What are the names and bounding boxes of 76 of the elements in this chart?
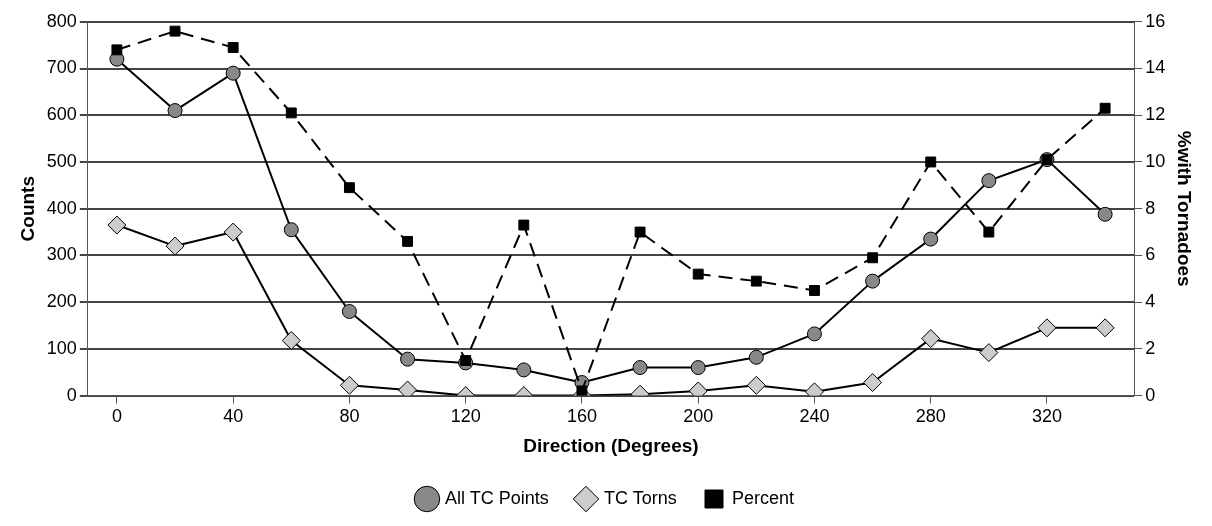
y-tick-label: 100: [46, 337, 77, 358]
point: [516, 362, 532, 378]
point: [809, 285, 820, 296]
y-tick-label: 0: [66, 384, 77, 405]
point: [460, 355, 472, 367]
point: [981, 173, 997, 189]
x-tick-label: 0: [111, 406, 122, 427]
point: [806, 326, 822, 342]
point: [107, 215, 127, 235]
point: [225, 65, 241, 81]
y2-tick-label: 10: [1145, 150, 1166, 171]
point: [634, 226, 646, 238]
x-tick-label: 280: [915, 406, 946, 427]
point: [690, 360, 706, 376]
point: [283, 222, 299, 238]
point: [867, 252, 879, 264]
point: [865, 273, 881, 289]
y2-tick-label: 0: [1145, 384, 1156, 405]
x-tick-label: 160: [566, 406, 597, 427]
point: [1097, 206, 1113, 222]
y2-tick-label: 4: [1145, 291, 1156, 312]
point: [285, 107, 297, 119]
y2-tick-label: 2: [1145, 337, 1156, 358]
point: [223, 222, 243, 242]
point: [167, 103, 183, 119]
y-tick-label: 500: [46, 150, 77, 171]
y-tick-label: 700: [46, 57, 77, 78]
point: [576, 385, 588, 396]
x-axis-title: Direction (Degrees): [523, 434, 699, 456]
y2-axis-title: %with Tornadoes: [1174, 130, 1196, 287]
point: [1037, 318, 1057, 338]
point: [169, 25, 181, 37]
point: [746, 375, 766, 395]
y2-tick-label: 8: [1145, 197, 1156, 218]
y-tick-label: 400: [46, 197, 77, 218]
x-tick-label: 80: [339, 406, 360, 427]
point: [983, 226, 995, 238]
legend-label: TC Torns: [603, 487, 677, 508]
point: [1095, 318, 1115, 338]
x-tick-label: 40: [223, 406, 244, 427]
legend-label: All TC Points: [444, 487, 549, 508]
point: [921, 329, 941, 349]
y2-tick-label: 12: [1145, 104, 1166, 125]
point: [1099, 102, 1111, 114]
y-tick-label: 300: [46, 244, 77, 265]
y-tick-label: 800: [46, 10, 77, 31]
x-tick-label: 200: [683, 406, 714, 427]
y-tick-label: 600: [46, 104, 77, 125]
point: [518, 219, 530, 231]
x-tick-label: 320: [1031, 406, 1063, 427]
point: [339, 375, 359, 395]
point: [632, 360, 648, 376]
point: [979, 343, 999, 363]
point: [748, 349, 764, 365]
point: [925, 156, 937, 168]
y2-tick-label: 16: [1145, 10, 1166, 31]
point: [111, 44, 123, 56]
point: [863, 373, 883, 393]
point: [692, 268, 704, 280]
x-tick-label: 240: [799, 406, 830, 427]
point: [398, 380, 418, 396]
point: [343, 182, 355, 194]
point: [165, 236, 185, 256]
point: [281, 330, 301, 350]
y-tick-label: 200: [46, 291, 77, 312]
point: [750, 275, 762, 287]
point: [923, 231, 939, 247]
point: [400, 351, 416, 367]
legend-label: Percent: [732, 487, 795, 508]
point: [341, 304, 357, 319]
x-tick-label: 120: [450, 406, 481, 427]
y-axis-title: Counts: [16, 175, 38, 242]
point: [227, 42, 239, 53]
y2-tick-label: 14: [1145, 57, 1166, 78]
y2-tick-label: 6: [1145, 244, 1156, 265]
point: [402, 235, 413, 247]
